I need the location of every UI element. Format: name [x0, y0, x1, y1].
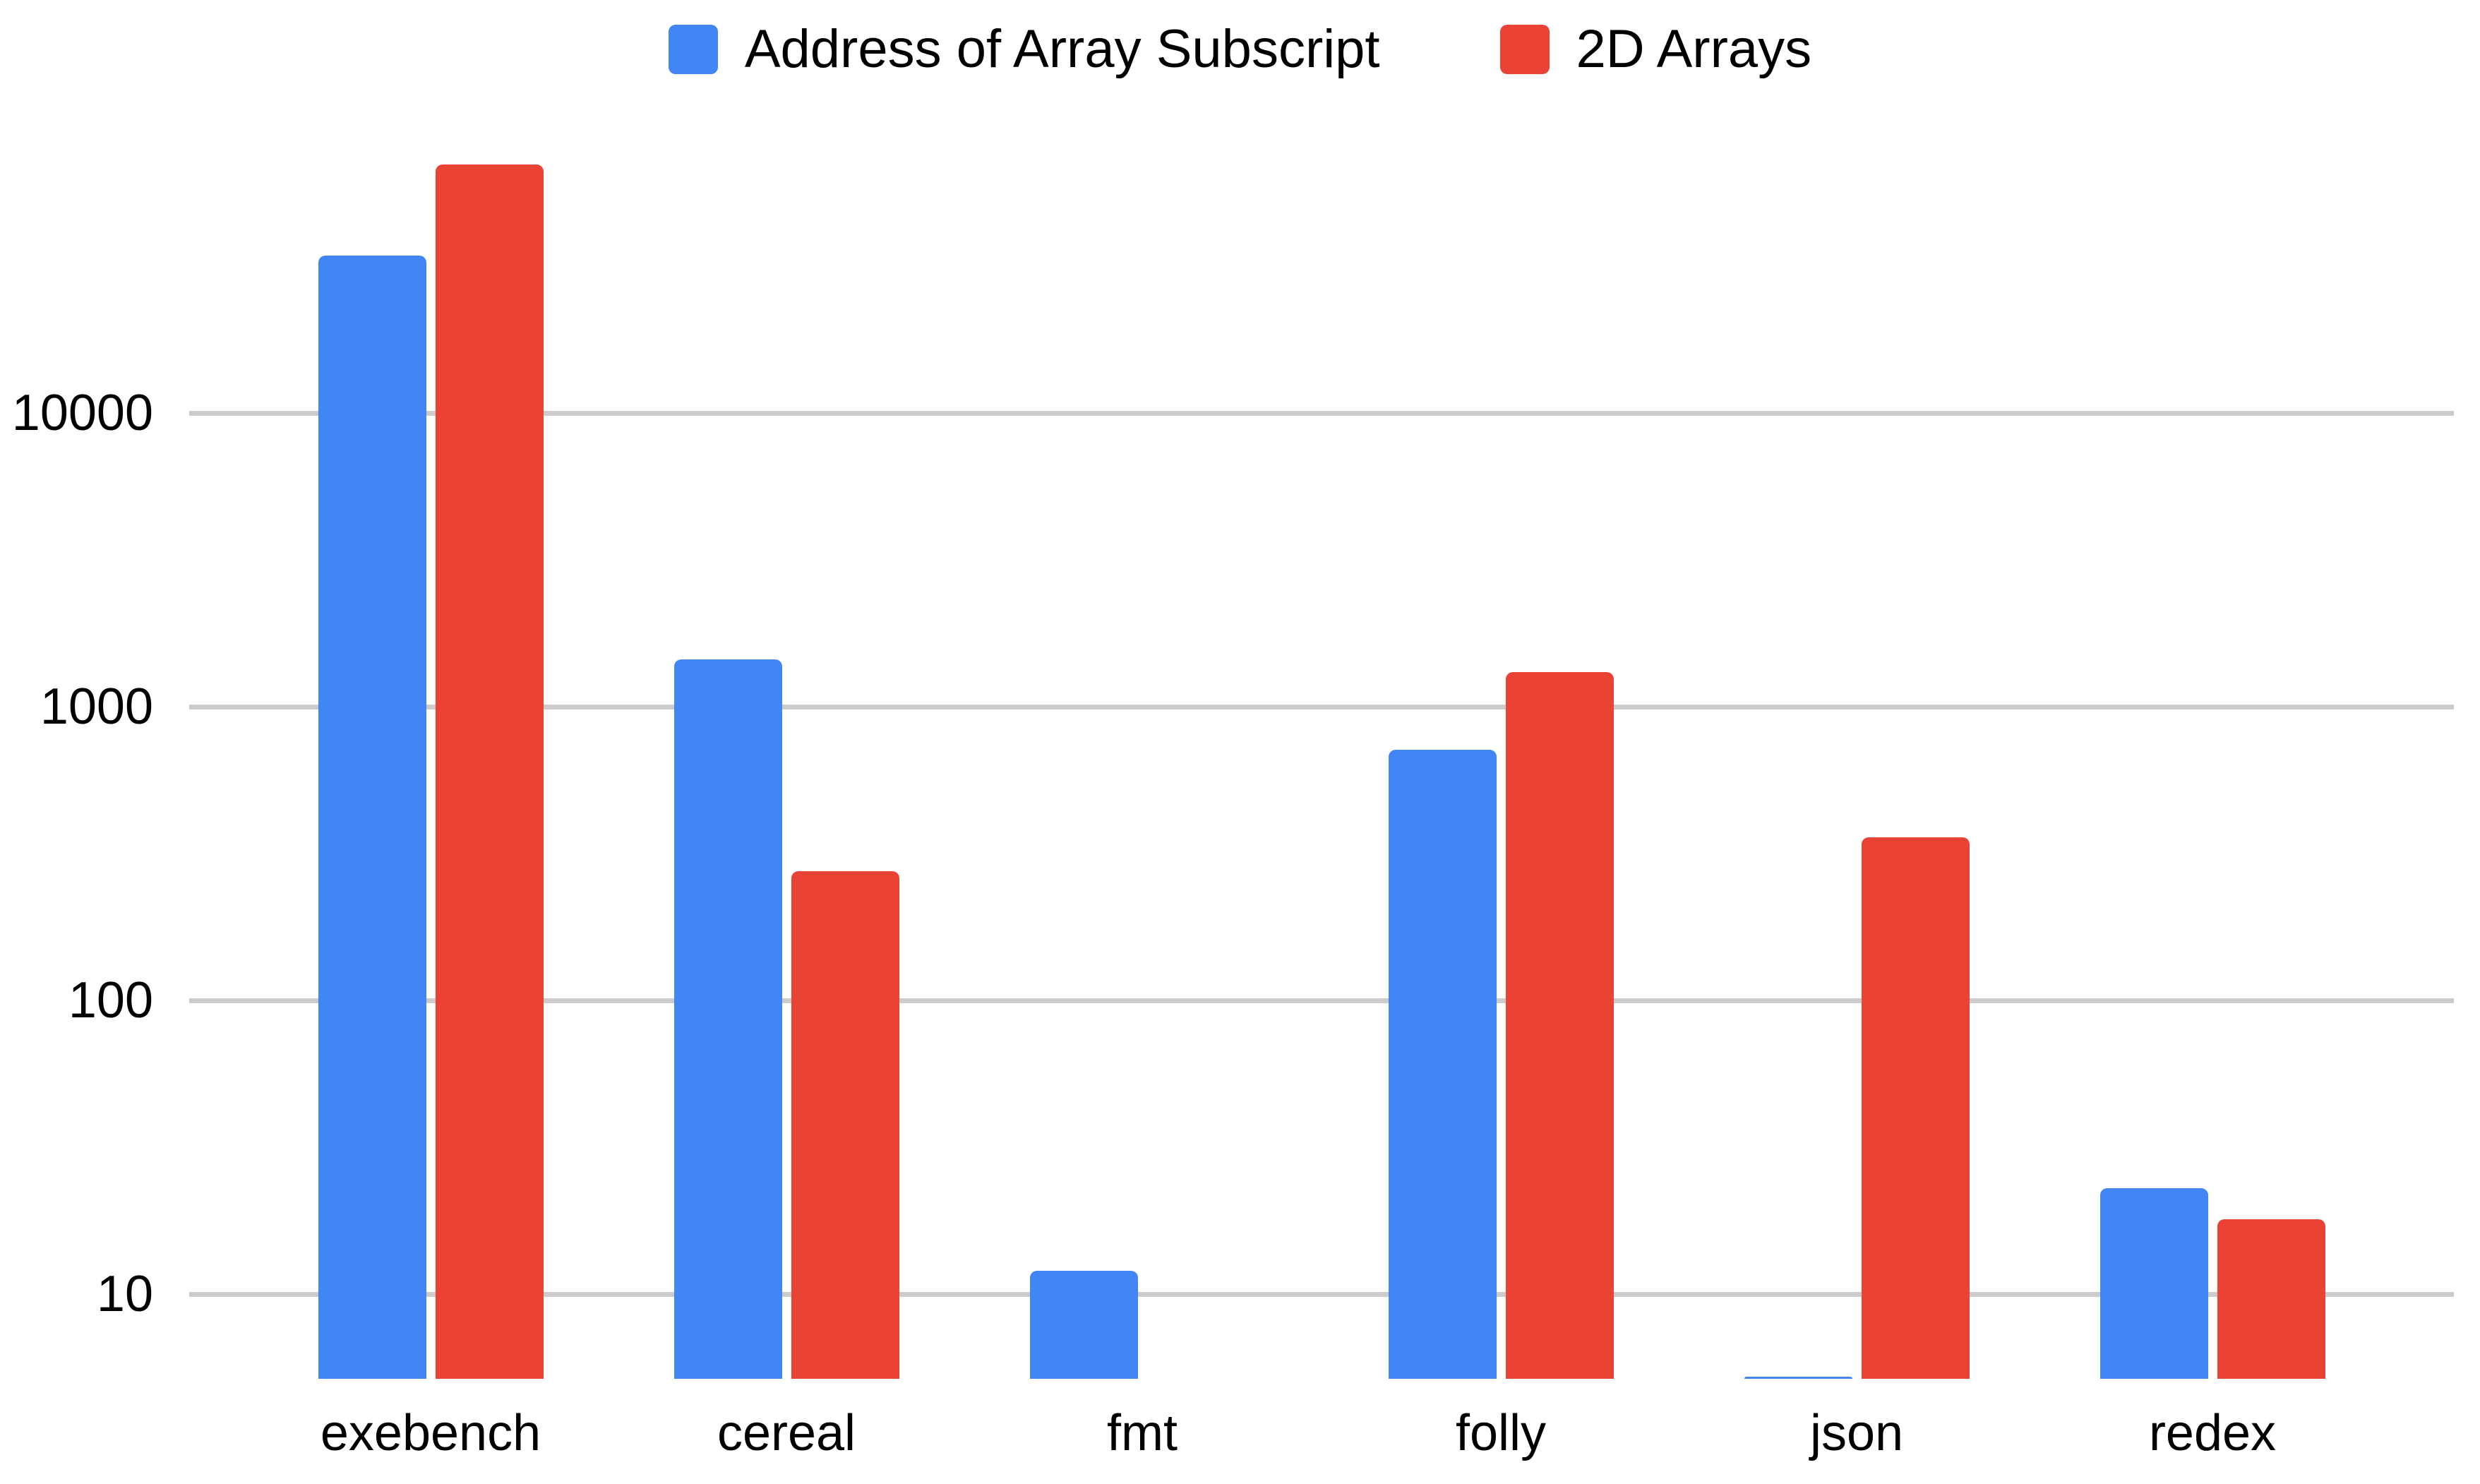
legend-swatch-red-icon — [1499, 25, 1550, 74]
gridline-100 — [189, 998, 2454, 1003]
y-tick-label-100: 100 — [68, 972, 153, 1029]
gridline-10 — [189, 1292, 2454, 1297]
bar-fmt-blue — [1030, 1271, 1138, 1379]
bar-json-red — [1862, 837, 1970, 1379]
x-category-label-json: json — [1809, 1405, 1904, 1461]
legend-label-2d-arrays: 2D Arrays — [1576, 19, 1812, 79]
legend-swatch-blue-icon — [668, 25, 718, 74]
bar-redex-blue — [2100, 1188, 2208, 1379]
x-category-label-fmt: fmt — [1107, 1405, 1178, 1461]
bar-exebench-red — [436, 164, 544, 1379]
x-category-label-cereal: cereal — [717, 1405, 856, 1461]
x-category-label-folly: folly — [1455, 1405, 1547, 1461]
bar-folly-blue — [1389, 750, 1497, 1379]
legend-label-address-of-array-subscript: Address of Array Subscript — [744, 19, 1380, 79]
x-category-label-exebench: exebench — [320, 1405, 541, 1461]
gridline-10000 — [189, 411, 2454, 416]
legend: Address of Array Subscript 2D Arrays — [0, 0, 2480, 99]
bar-cereal-red — [791, 871, 899, 1379]
y-tick-label-10000: 10000 — [11, 385, 153, 441]
legend-item-2d-arrays: 2D Arrays — [1499, 19, 1812, 79]
bar-folly-red — [1506, 672, 1614, 1379]
gridline-1000 — [189, 705, 2454, 710]
bar-cereal-blue — [674, 659, 782, 1379]
y-tick-label-1000: 1000 — [40, 678, 153, 735]
y-tick-label-10: 10 — [96, 1266, 153, 1322]
bar-exebench-blue — [318, 256, 426, 1379]
x-category-label-redex: redex — [2148, 1405, 2277, 1461]
bar-redex-red — [2217, 1219, 2325, 1379]
legend-item-address-of-array-subscript: Address of Array Subscript — [668, 19, 1380, 79]
bar-json-blue — [1744, 1377, 1852, 1379]
